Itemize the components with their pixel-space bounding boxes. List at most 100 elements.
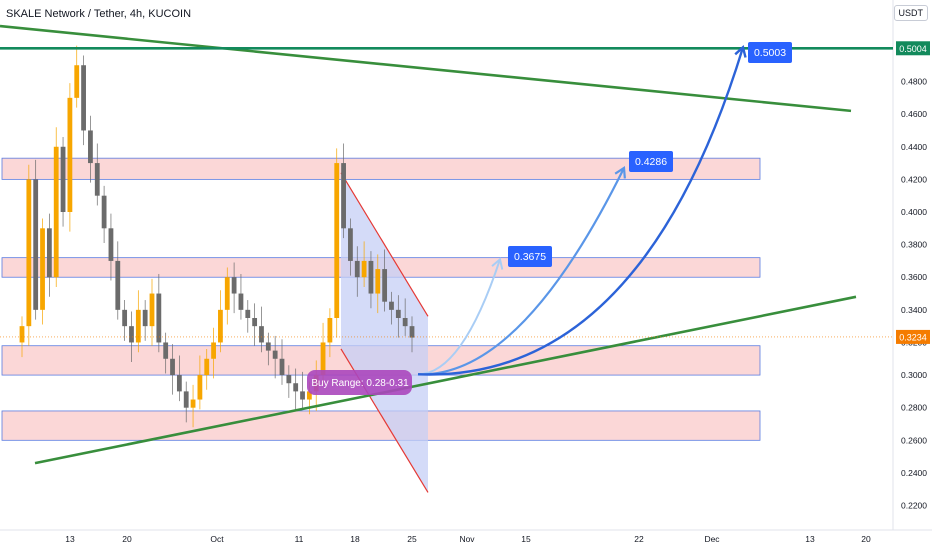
channel-upper-line — [340, 172, 429, 317]
price-zone — [1, 157, 761, 180]
candle-body — [389, 301, 394, 310]
candle-body — [320, 342, 326, 376]
target-label-text: 0.4286 — [635, 156, 667, 168]
y-tick-label: 0.4600 — [901, 109, 927, 119]
candle-body — [218, 309, 223, 343]
candle-body — [409, 326, 415, 338]
x-tick-label: 15 — [521, 534, 531, 544]
x-tick-label: 13 — [65, 534, 75, 544]
candle-body — [26, 179, 32, 327]
candle-body — [183, 391, 189, 408]
x-tick-label: 18 — [350, 534, 360, 544]
candle-body — [375, 269, 381, 294]
candle-body — [402, 318, 408, 327]
target-label — [629, 151, 673, 172]
candle-body — [122, 309, 128, 327]
y-tick-label: 0.3000 — [901, 370, 927, 380]
candle-body — [361, 260, 367, 278]
candle-body — [348, 228, 353, 261]
y-tick-label: 0.2200 — [901, 501, 927, 511]
candle-body — [382, 269, 388, 302]
buy-range-label — [307, 370, 412, 395]
candle-body — [33, 179, 39, 310]
candle-body — [170, 358, 175, 376]
target-label — [748, 42, 792, 63]
candle-body — [115, 260, 121, 310]
resistance-price-text: 0.5004 — [899, 44, 927, 54]
candle-body — [40, 228, 45, 310]
buy-range-text: Buy Range: 0.28-0.31 — [311, 378, 409, 389]
y-tick-label: 0.4200 — [901, 174, 927, 184]
candle-body — [81, 65, 86, 131]
candle-body — [259, 326, 264, 343]
candle-body — [252, 318, 258, 327]
descending-channel — [341, 172, 428, 493]
candle-body — [60, 146, 66, 212]
candle-body — [46, 228, 52, 278]
upper-trendline — [0, 24, 852, 113]
candle-body — [88, 130, 93, 164]
x-tick-label: 13 — [805, 534, 815, 544]
candle-body — [135, 309, 141, 343]
y-tick-label: 0.2400 — [901, 468, 927, 478]
y-tick-label: 0.4400 — [901, 142, 927, 152]
candle-body — [211, 342, 216, 359]
candle-body — [300, 391, 305, 400]
current-price-text: 0.3234 — [899, 332, 927, 342]
y-tick-label: 0.2800 — [901, 403, 927, 413]
resistance-price-label — [896, 41, 930, 56]
chart-title: SKALE Network / Tether, 4h, KUCOIN — [6, 8, 192, 20]
candle-body — [53, 146, 59, 278]
candle-body — [108, 228, 114, 261]
x-tick-label: Dec — [704, 534, 720, 544]
candle-body — [204, 358, 210, 376]
candle-body — [306, 391, 312, 400]
x-tick-label: Nov — [459, 534, 475, 544]
candle-body — [176, 375, 182, 392]
candle-body — [129, 326, 134, 343]
candle-body — [101, 195, 107, 229]
candle-body — [354, 260, 360, 278]
y-tick-label: 0.3600 — [901, 272, 927, 282]
target-label — [508, 246, 552, 267]
x-tick-label: Oct — [210, 534, 224, 544]
candle-body — [231, 277, 237, 294]
y-tick-label: 0.4000 — [901, 207, 927, 217]
candle-body — [156, 293, 162, 343]
lower-trendline — [34, 295, 857, 465]
x-tick-label: 20 — [122, 534, 132, 544]
y-tick-label: 0.2600 — [901, 435, 927, 445]
candle-body — [163, 342, 169, 359]
candle-body — [395, 309, 401, 318]
x-tick-label: 11 — [295, 534, 304, 544]
candle-body — [265, 342, 271, 351]
candle-body — [279, 358, 285, 376]
candle-body — [245, 309, 251, 318]
candle-body — [334, 163, 340, 318]
candle-body — [341, 163, 346, 229]
y-tick-label: 0.4800 — [901, 77, 927, 87]
projection-arrow-3 — [417, 46, 745, 376]
target-label-text: 0.5003 — [754, 47, 786, 59]
arrow-head — [614, 166, 626, 179]
target-label-text: 0.3675 — [514, 251, 546, 263]
projection-arrow-1 — [417, 258, 501, 376]
candle-body — [67, 97, 73, 212]
candle-body — [293, 383, 299, 392]
y-tick-label: 0.3800 — [901, 240, 927, 250]
candle-body — [142, 309, 148, 327]
x-tick-label: 22 — [634, 534, 644, 544]
projection-arrow-2 — [417, 167, 625, 376]
current-price-label — [896, 329, 930, 344]
candle-body — [19, 326, 25, 343]
y-tick-label: 0.3400 — [901, 305, 927, 315]
arrow-head — [734, 45, 747, 58]
candle-body — [149, 293, 155, 327]
arrow-head — [491, 257, 504, 270]
candle-body — [190, 399, 196, 408]
candle-body — [74, 65, 80, 98]
candle-body — [272, 350, 278, 359]
currency-selector[interactable]: USDT — [893, 5, 928, 21]
candle-body — [327, 318, 333, 343]
